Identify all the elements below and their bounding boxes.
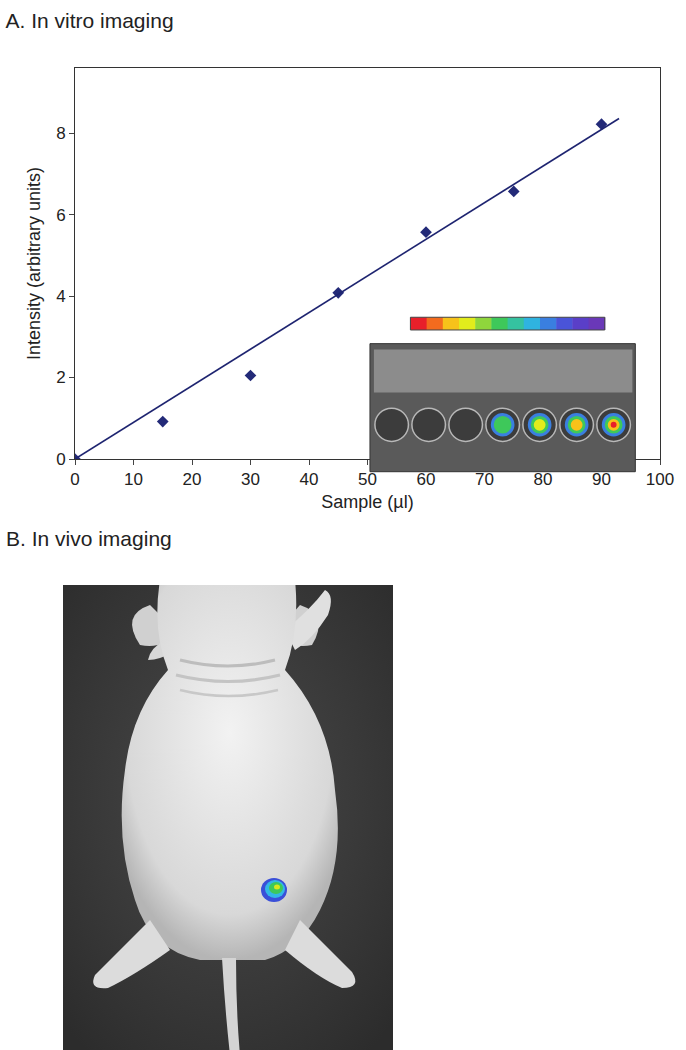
svg-text:40: 40 — [300, 470, 319, 489]
svg-text:4: 4 — [56, 287, 65, 306]
svg-text:70: 70 — [475, 470, 494, 489]
svg-text:6: 6 — [56, 206, 65, 225]
svg-text:Sample (µl): Sample (µl) — [321, 492, 413, 512]
svg-text:60: 60 — [417, 470, 436, 489]
svg-text:10: 10 — [124, 470, 143, 489]
svg-text:20: 20 — [183, 470, 202, 489]
svg-text:90: 90 — [592, 470, 611, 489]
svg-text:8: 8 — [56, 124, 65, 143]
svg-text:50: 50 — [358, 470, 377, 489]
svg-text:2: 2 — [56, 368, 65, 387]
svg-text:0: 0 — [70, 470, 79, 489]
svg-text:B. In vivo imaging: B. In vivo imaging — [6, 527, 172, 550]
svg-text:80: 80 — [534, 470, 553, 489]
svg-text:100: 100 — [646, 470, 674, 489]
svg-text:0: 0 — [56, 450, 65, 469]
svg-text:30: 30 — [241, 470, 260, 489]
svg-text:Intensity (arbitrary units): Intensity (arbitrary units) — [24, 167, 44, 360]
svg-text:A. In vitro imaging: A. In vitro imaging — [5, 9, 173, 32]
